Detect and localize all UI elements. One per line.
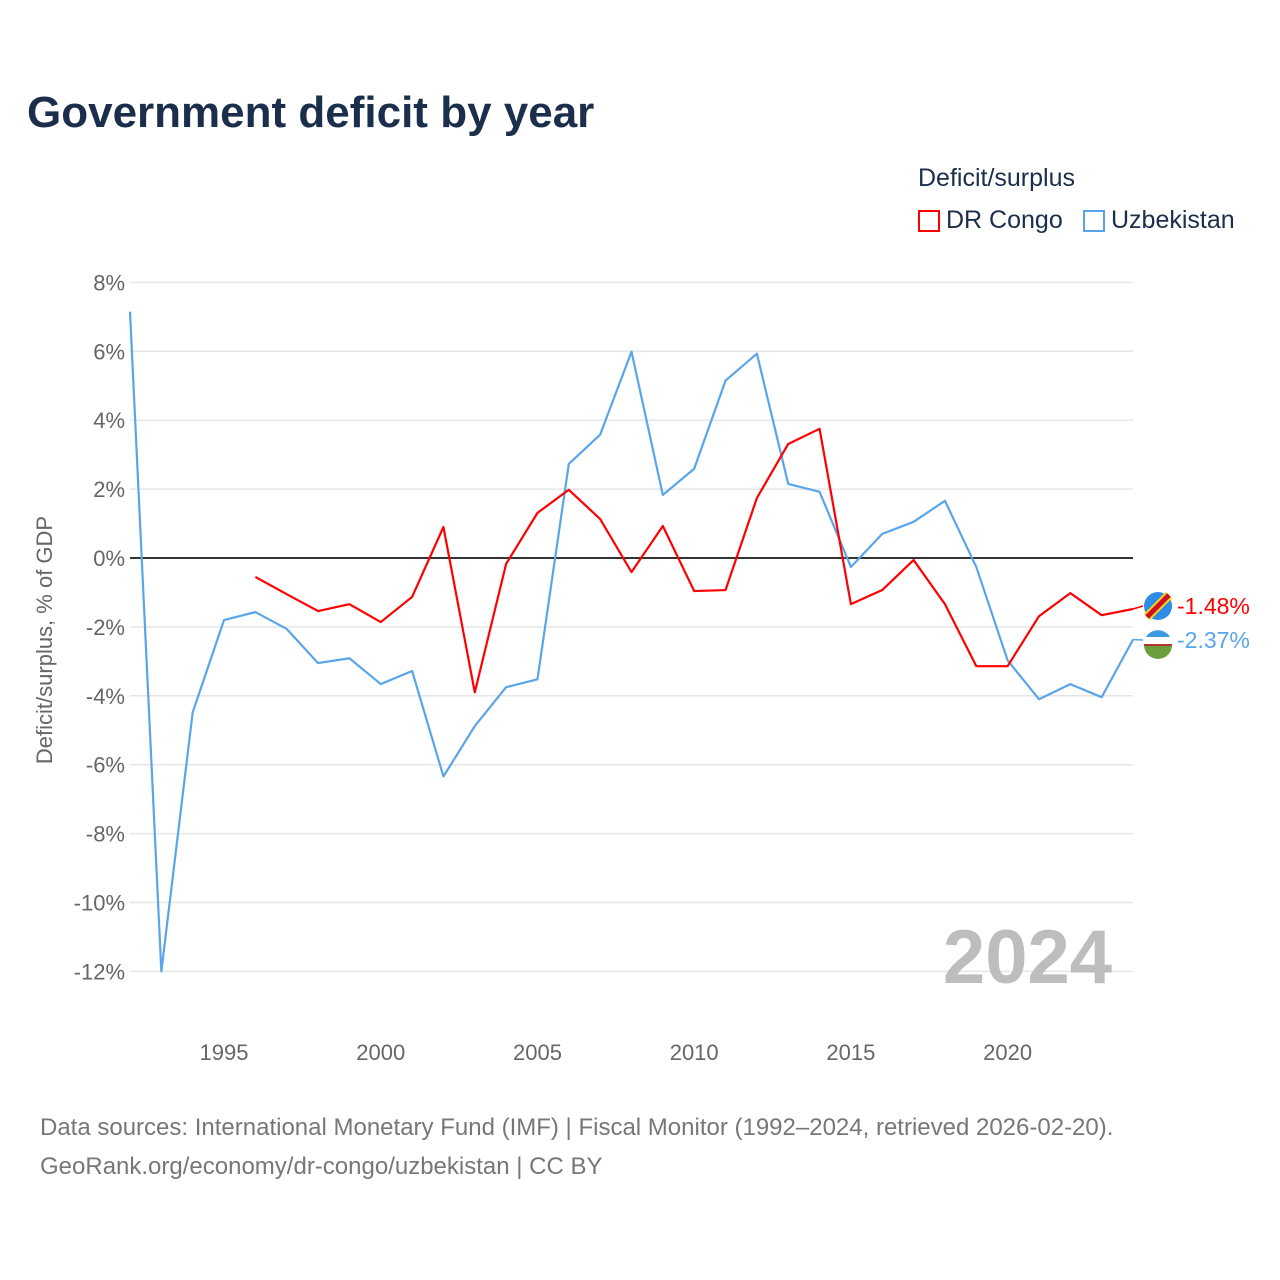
y-tick-label: -8%	[86, 822, 125, 847]
y-tick-label: -4%	[86, 684, 125, 709]
legend-label: DR Congo	[946, 206, 1063, 234]
legend-swatch	[918, 209, 940, 232]
x-tick-label: 2015	[826, 1040, 875, 1065]
footer: Data sources: International Monetary Fun…	[40, 1108, 1113, 1186]
flag-stripe	[1146, 630, 1170, 637]
series-line-dr-congo	[254, 427, 1134, 694]
y-tick-label: 0%	[93, 546, 125, 571]
y-tick-label: -2%	[86, 615, 125, 640]
x-tick-label: 2010	[670, 1040, 719, 1065]
chart-title: Government deficit by year	[27, 88, 595, 137]
source-text: Data sources: International Monetary Fun…	[40, 1114, 1114, 1141]
end-value-label: -2.37%	[1177, 627, 1250, 653]
legend-swatch	[1083, 209, 1105, 232]
x-tick-label: 2020	[983, 1040, 1032, 1065]
x-tick-label: 2005	[513, 1040, 562, 1065]
source-link[interactable]: GeoRank.org/economy/dr-congo/uzbekistan …	[40, 1153, 603, 1180]
y-tick-label: 8%	[93, 270, 125, 295]
end-connector	[1132, 605, 1144, 610]
y-tick-label: 6%	[93, 339, 125, 364]
legend-item-uzbekistan[interactable]: Uzbekistan	[1083, 206, 1235, 235]
legend-item-dr-congo[interactable]: DR Congo	[918, 206, 1063, 235]
y-axis-label: Deficit/surplus, % of GDP	[32, 516, 57, 764]
legend-title: Deficit/surplus	[918, 164, 1075, 192]
legend-label: Uzbekistan	[1111, 206, 1235, 234]
year-watermark: 2024	[943, 915, 1112, 1000]
y-tick-label: -10%	[74, 891, 125, 916]
end-value-label: -1.48%	[1177, 593, 1250, 619]
series-line-uzbekistan	[128, 311, 1134, 973]
y-tick-label: 2%	[93, 477, 125, 502]
y-tick-label: 4%	[93, 408, 125, 433]
y-tick-label: -12%	[74, 959, 125, 984]
x-tick-label: 2000	[356, 1040, 405, 1065]
x-tick-label: 1995	[200, 1040, 249, 1065]
y-tick-label: -6%	[86, 753, 125, 778]
flag-stripe	[1145, 593, 1171, 619]
